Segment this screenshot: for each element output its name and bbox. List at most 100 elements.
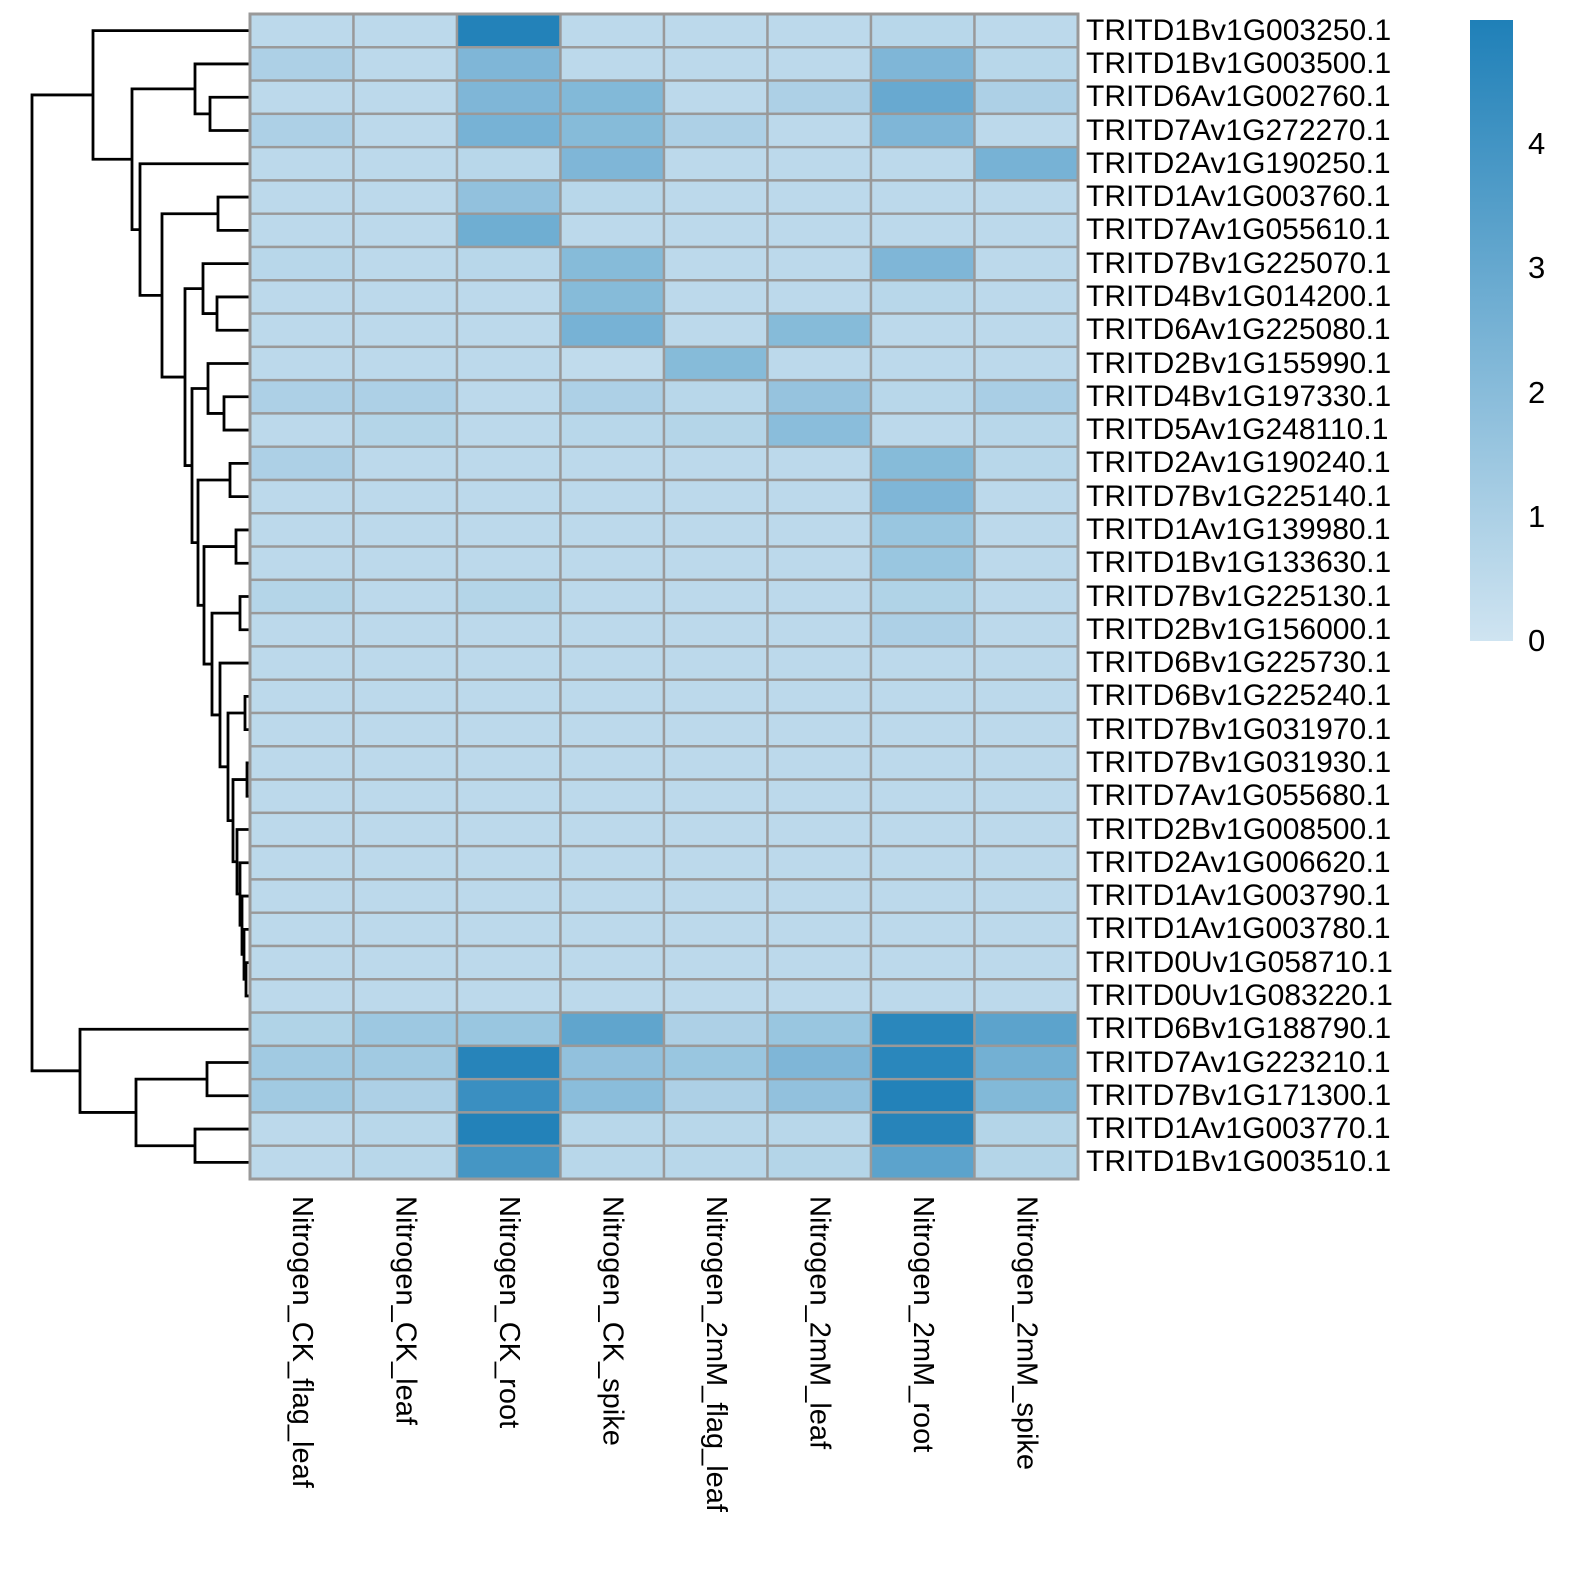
heatmap-cell <box>559 778 666 815</box>
heatmap-cell <box>973 944 1080 981</box>
legend-tick-label: 2 <box>1528 374 1546 410</box>
heatmap-cell <box>248 745 355 781</box>
heatmap-cell <box>662 944 769 981</box>
heatmap-cell <box>248 478 355 515</box>
heatmap-cell <box>352 245 459 282</box>
heatmap-cell <box>352 112 459 149</box>
row-label: TRITD2Bv1G008500.1 <box>1086 812 1392 846</box>
row-label: TRITD1Bv1G133630.1 <box>1086 546 1392 580</box>
heatmap-cell <box>559 1144 666 1181</box>
heatmap-cell <box>973 112 1080 149</box>
heatmap-cell <box>455 112 562 149</box>
heatmap-cell <box>559 1077 666 1114</box>
heatmap-cell <box>869 811 976 848</box>
row-label: TRITD2Bv1G155990.1 <box>1086 346 1392 380</box>
heatmap-cell <box>559 512 666 548</box>
heatmap-cell <box>248 545 355 582</box>
heatmap-cell <box>352 279 459 315</box>
heatmap-cell <box>248 79 355 116</box>
heatmap-cell <box>559 46 666 82</box>
heatmap-cell <box>662 378 769 415</box>
heatmap-cell <box>973 179 1080 215</box>
heatmap-cell <box>766 911 873 948</box>
heatmap-cell <box>352 944 459 981</box>
heatmap-cell <box>662 578 769 615</box>
heatmap-cell <box>973 1077 1080 1114</box>
row-label: TRITD7Av1G272270.1 <box>1086 113 1391 147</box>
heatmap-cell <box>352 645 459 681</box>
heatmap-cell <box>869 312 976 349</box>
heatmap-cell <box>248 711 355 748</box>
heatmap-cell <box>248 279 355 315</box>
heatmap-cell <box>662 345 769 382</box>
heatmap-cell <box>766 711 873 748</box>
heatmap-cell <box>352 1077 459 1114</box>
heatmap-cell <box>455 1011 562 1048</box>
heatmap-cell <box>455 978 562 1014</box>
heatmap-cell <box>455 79 562 116</box>
heatmap-cell <box>352 611 459 648</box>
heatmap-cell <box>352 46 459 82</box>
heatmap-cell <box>973 79 1080 116</box>
heatmap-cell <box>352 778 459 815</box>
heatmap-cell <box>973 412 1080 448</box>
heatmap-cell <box>455 345 562 382</box>
heatmap-cell <box>248 112 355 149</box>
heatmap-cell <box>869 1077 976 1114</box>
heatmap-cell <box>766 412 873 448</box>
heatmap-cell <box>662 844 769 881</box>
heatmap-cell <box>662 545 769 582</box>
heatmap-cell <box>662 811 769 848</box>
heatmap-cell <box>869 112 976 149</box>
heatmap-cell <box>352 312 459 349</box>
heatmap-cell <box>766 778 873 815</box>
column-label: Nitrogen_2mM_root <box>906 1196 939 1453</box>
heatmap-cell <box>352 212 459 249</box>
heatmap-cell <box>766 611 873 648</box>
heatmap-cell <box>766 312 873 349</box>
heatmap-cell <box>869 944 976 981</box>
heatmap-cell <box>973 611 1080 648</box>
heatmap-cell <box>248 312 355 349</box>
heatmap-cell <box>559 878 666 914</box>
heatmap-cell <box>352 12 459 49</box>
row-label: TRITD1Av1G003770.1 <box>1086 1112 1391 1146</box>
heatmap-cell <box>248 944 355 981</box>
heatmap-cell <box>352 345 459 382</box>
heatmap-cell <box>662 412 769 448</box>
heatmap-cell <box>352 412 459 448</box>
heatmap-cell <box>455 1077 562 1114</box>
heatmap-cell <box>973 645 1080 681</box>
heatmap-cell <box>766 978 873 1014</box>
heatmap-cell <box>662 445 769 482</box>
heatmap-cell <box>766 878 873 914</box>
heatmap-cell <box>973 1011 1080 1048</box>
heatmap-cell <box>766 678 873 715</box>
row-label: TRITD6Bv1G225730.1 <box>1086 646 1392 680</box>
heatmap-cell <box>973 978 1080 1014</box>
heatmap-cell <box>766 578 873 615</box>
heatmap-cell <box>766 645 873 681</box>
heatmap-cell <box>973 1111 1080 1147</box>
heatmap-cell <box>455 678 562 715</box>
heatmap-cell <box>766 245 873 282</box>
heatmap-cell <box>973 512 1080 548</box>
heatmap-cell <box>662 46 769 82</box>
heatmap-cell <box>455 711 562 748</box>
row-label: TRITD6Bv1G188790.1 <box>1086 1012 1392 1046</box>
heatmap-cell <box>766 378 873 415</box>
legend-tick-label: 0 <box>1528 623 1546 658</box>
heatmap-cell <box>559 578 666 615</box>
heatmap-cell <box>662 711 769 748</box>
heatmap-cell <box>662 79 769 116</box>
heatmap-cell <box>766 179 873 215</box>
heatmap-cell <box>559 911 666 948</box>
heatmap-cell <box>973 212 1080 249</box>
heatmap-cell <box>455 478 562 515</box>
heatmap-cell <box>559 312 666 349</box>
row-label: TRITD7Bv1G225140.1 <box>1086 479 1392 513</box>
row-label: TRITD2Av1G006620.1 <box>1086 845 1391 879</box>
dendrogram-lines <box>30 29 252 1164</box>
row-label: TRITD1Bv1G003500.1 <box>1086 46 1392 80</box>
heatmap-cell <box>766 46 873 82</box>
